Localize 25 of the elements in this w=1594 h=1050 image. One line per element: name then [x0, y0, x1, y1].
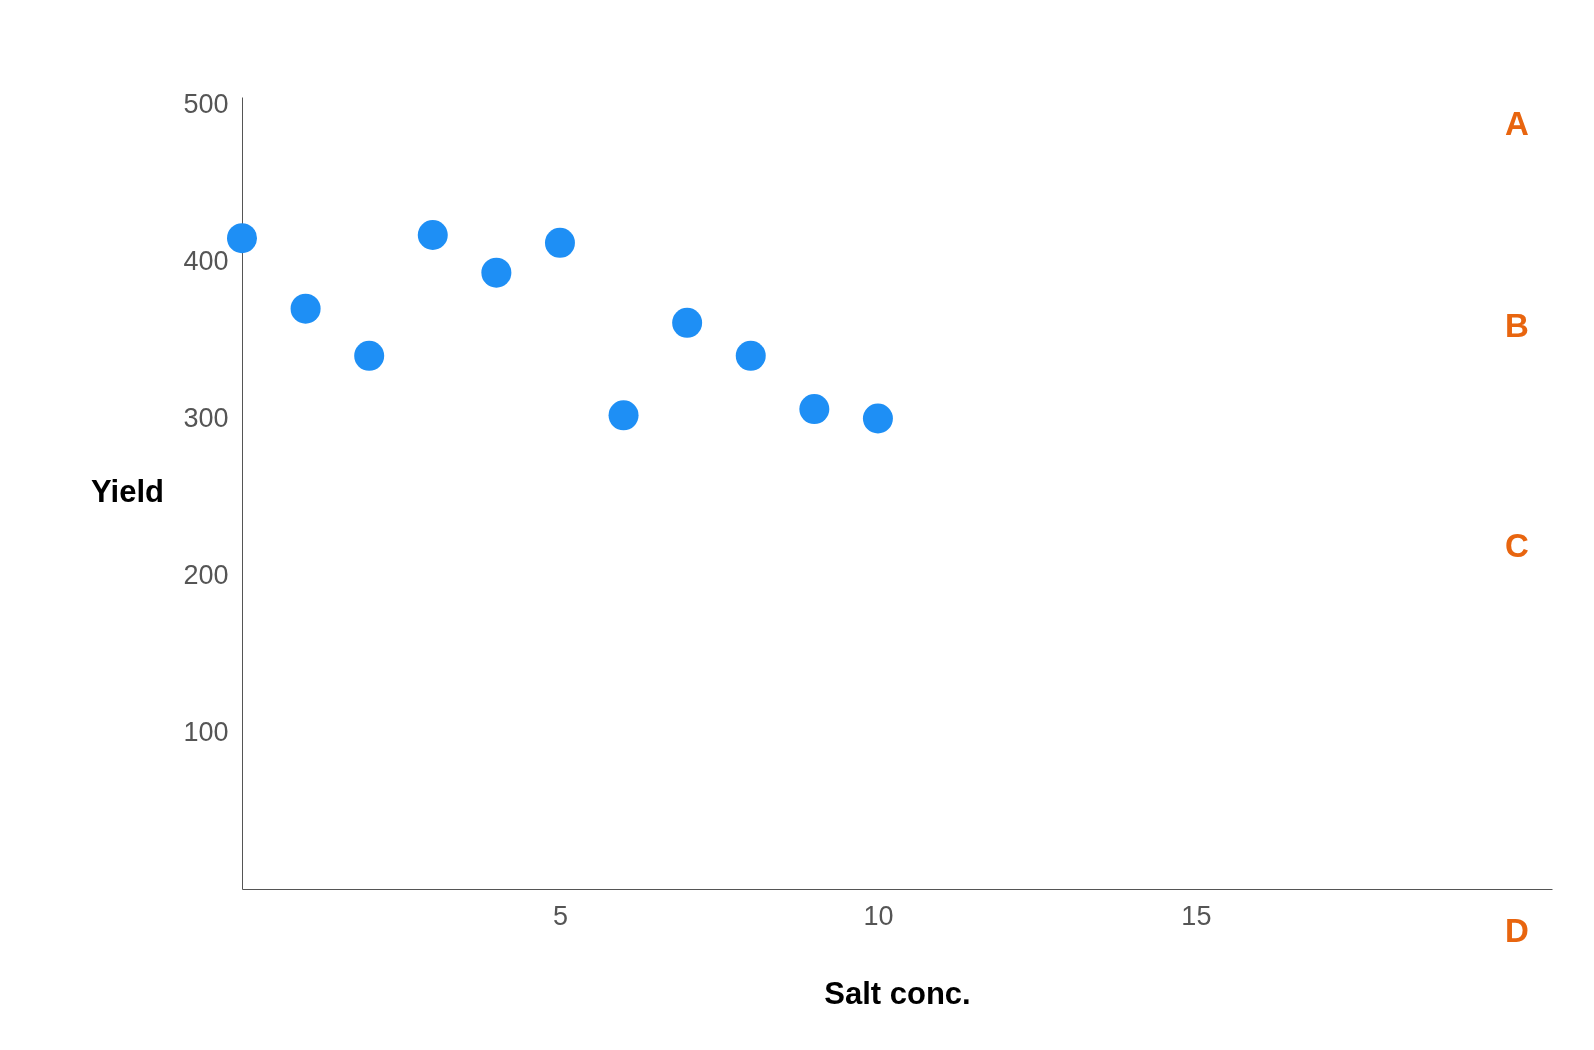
point [608, 400, 639, 431]
point [354, 340, 385, 371]
point [672, 307, 703, 338]
text: D [1505, 912, 1529, 949]
annotation: A [1505, 105, 1529, 142]
point [799, 394, 830, 425]
y-tick-label: 200 [183, 559, 229, 590]
x-tick-label: 15 [1181, 900, 1212, 931]
x-tick-label: 5 [552, 900, 568, 931]
point [735, 340, 766, 371]
y-tick-label: 300 [183, 403, 229, 433]
point [417, 220, 448, 250]
y-tick-label: 100 [183, 716, 229, 747]
y-axis-title: Yield [91, 474, 164, 510]
point [290, 293, 321, 324]
x-axis-title: Salt conc. [824, 975, 971, 1011]
point [481, 257, 512, 288]
point [227, 223, 257, 254]
point [862, 403, 893, 434]
point [544, 227, 575, 258]
annotation: B [1505, 307, 1529, 344]
x-tick-label: 10 [863, 900, 894, 931]
annotation: C [1505, 527, 1529, 564]
y-tick-label: 400 [183, 246, 229, 277]
y-tick-label: 500 [183, 89, 229, 120]
